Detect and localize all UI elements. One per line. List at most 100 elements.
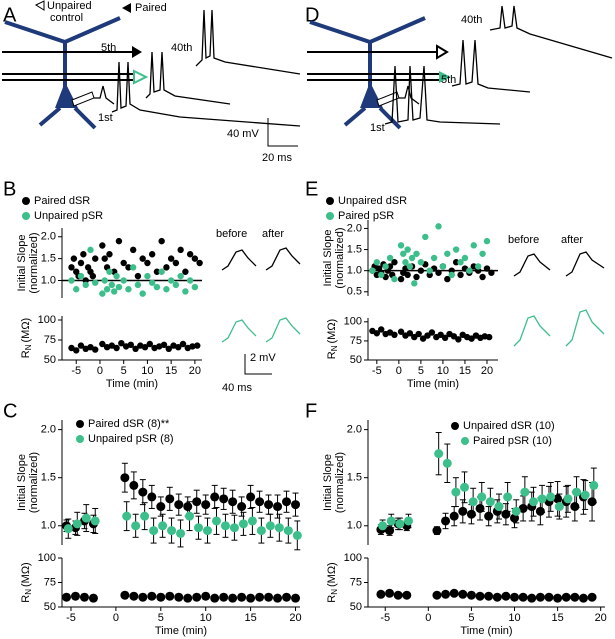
x-tick-label: 20	[289, 612, 301, 624]
point	[264, 500, 274, 510]
point	[391, 275, 398, 283]
point	[474, 263, 482, 270]
point	[138, 487, 148, 497]
trace-label: after	[561, 234, 583, 246]
point	[510, 592, 520, 602]
x-tick-label: 15	[244, 612, 256, 624]
trace	[265, 247, 301, 271]
point	[191, 255, 199, 262]
point	[177, 246, 184, 254]
point	[189, 343, 196, 350]
y-axis-label-part: R	[326, 595, 338, 603]
x-tick-label: 5	[468, 612, 474, 624]
y-tick-label: 50	[350, 354, 362, 366]
point	[452, 246, 460, 253]
point	[167, 277, 175, 284]
point	[138, 592, 148, 602]
trace-label: 5th	[101, 42, 116, 54]
point	[397, 275, 405, 283]
point	[238, 519, 248, 529]
y-tick-label: 2.0	[347, 222, 362, 234]
x-tick-label: 5	[121, 365, 127, 377]
y-axis-label-sub: N	[24, 589, 33, 595]
trace-label: 1st	[98, 112, 113, 124]
point	[77, 272, 85, 280]
point	[378, 326, 385, 333]
point	[202, 526, 212, 536]
y-axis-label-part: R	[20, 595, 32, 603]
panel-label: B	[3, 178, 16, 200]
point	[404, 516, 414, 526]
point	[282, 497, 292, 507]
point	[73, 347, 80, 354]
x-tick-label: -5	[66, 612, 76, 624]
point	[444, 275, 451, 283]
legend-label: Unpaired pSR	[34, 210, 103, 222]
point	[174, 500, 184, 510]
y-tick-label: 50	[44, 354, 56, 366]
point	[160, 341, 168, 348]
point	[174, 592, 184, 602]
point	[158, 268, 165, 275]
point	[488, 269, 495, 276]
point	[441, 516, 451, 526]
panel-label: F	[305, 400, 317, 422]
trace-label: 1st	[370, 122, 385, 134]
point	[182, 268, 189, 275]
point	[578, 593, 588, 603]
point	[158, 521, 168, 531]
point	[520, 487, 530, 497]
x-tick-label: 0	[113, 612, 119, 624]
scale-label: 40 mV	[227, 128, 259, 140]
point	[484, 511, 494, 521]
point	[373, 330, 381, 337]
point	[580, 490, 590, 500]
point	[273, 593, 283, 603]
point	[417, 259, 425, 266]
neuron-diagram	[2, 16, 149, 130]
point	[219, 592, 229, 602]
point	[220, 521, 230, 531]
point	[501, 591, 511, 601]
legend-marker	[22, 197, 30, 205]
point	[80, 251, 87, 258]
y-axis-label: RN (MΩ)	[326, 562, 339, 602]
y-tick-label: 100	[38, 314, 56, 326]
point	[90, 516, 100, 526]
trace	[384, 65, 501, 125]
point	[87, 246, 94, 254]
point	[510, 513, 520, 523]
point	[535, 592, 545, 602]
panel-label: D	[305, 4, 319, 26]
panel-label: E	[305, 178, 318, 200]
point	[131, 521, 141, 531]
point	[101, 277, 108, 284]
trace	[565, 251, 605, 277]
point	[376, 589, 386, 599]
point	[140, 511, 150, 521]
point	[228, 497, 238, 507]
y-tick-label: 1.5	[347, 472, 362, 484]
point	[404, 246, 411, 253]
point	[141, 344, 149, 351]
point	[485, 333, 493, 341]
trace	[111, 61, 301, 127]
point	[485, 497, 495, 507]
point	[411, 280, 418, 287]
point	[255, 592, 265, 602]
point	[153, 283, 161, 291]
point	[125, 286, 132, 293]
trace	[513, 253, 551, 277]
y-axis-label: Initial Slope	[16, 235, 28, 292]
point	[129, 246, 137, 254]
y-tick-label: 0.5	[347, 286, 362, 298]
x-axis-label: Time (min)	[106, 378, 158, 390]
point	[466, 509, 476, 519]
point	[458, 589, 468, 599]
point	[148, 279, 156, 286]
point	[435, 223, 442, 230]
point	[61, 592, 71, 602]
point	[144, 272, 151, 280]
point	[537, 494, 547, 504]
point	[165, 494, 175, 504]
